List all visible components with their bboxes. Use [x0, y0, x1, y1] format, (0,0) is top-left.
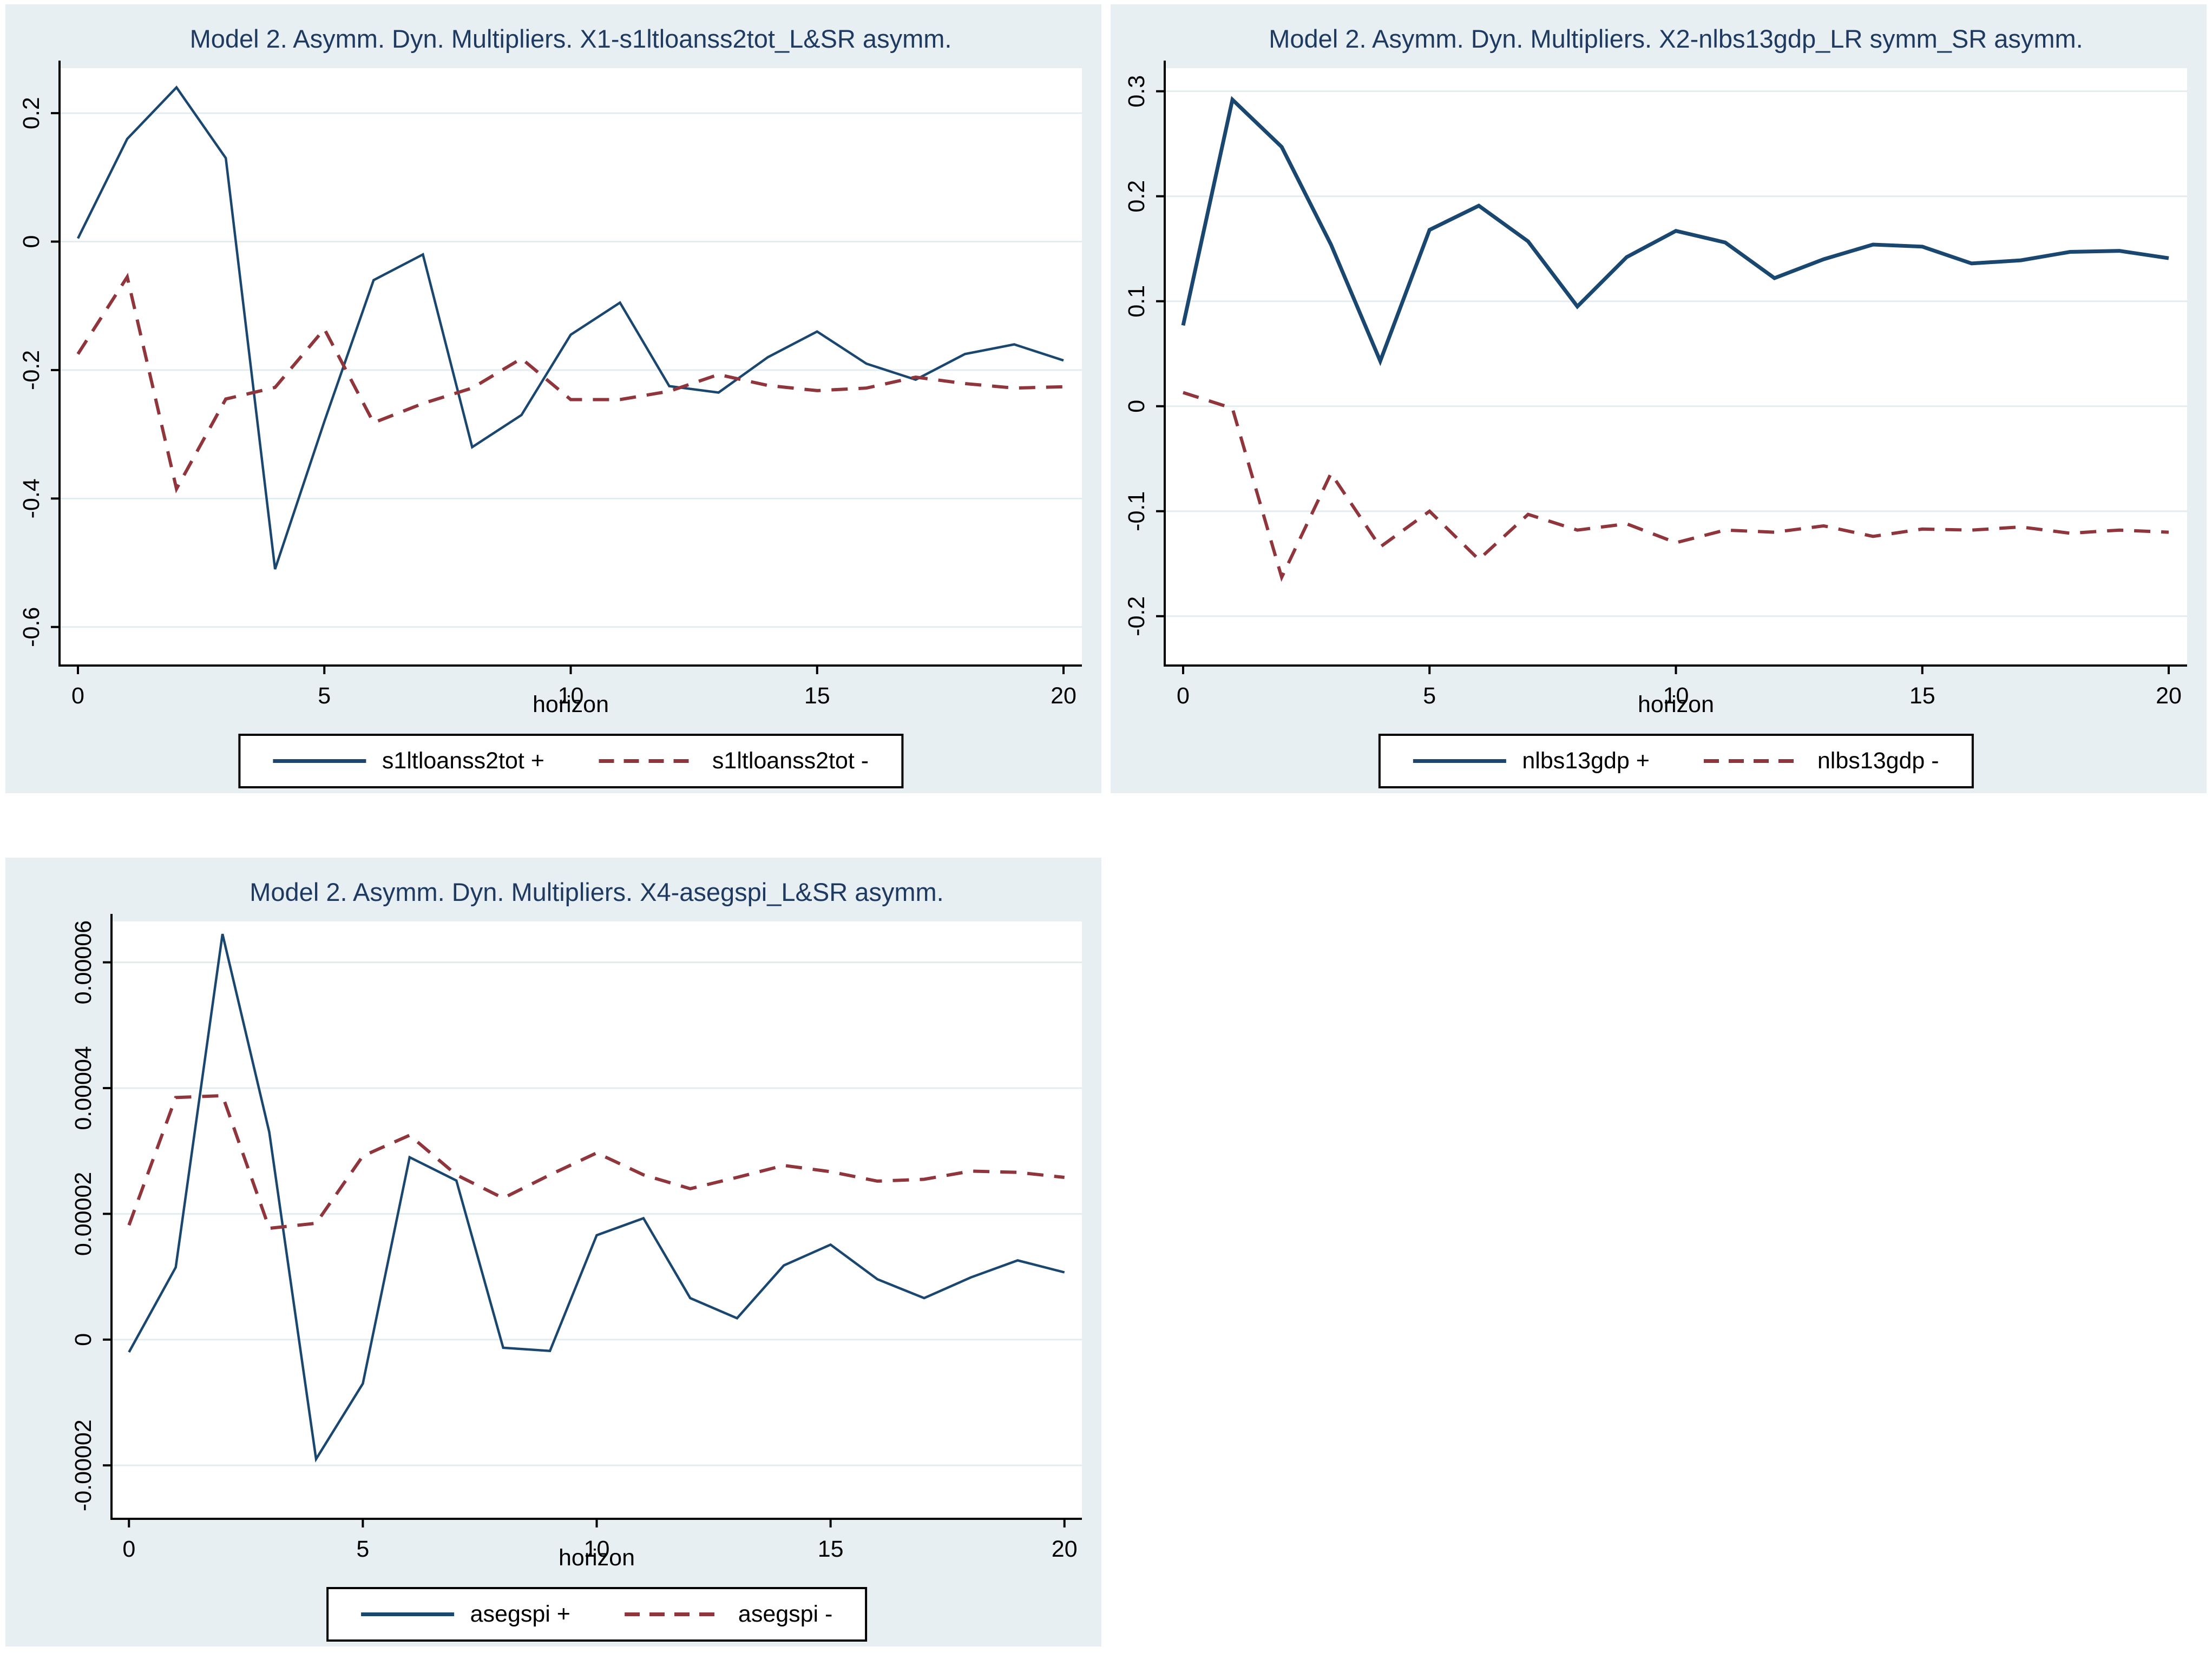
y-tick-label: 0.1	[1124, 285, 1150, 318]
y-tick-label: -0.1	[1124, 491, 1150, 531]
y-tick-label: 0	[1124, 400, 1150, 413]
series-line-positive	[128, 933, 1065, 1463]
x-tick-label: 0	[122, 1536, 135, 1562]
chart-svg: 0.3 0.2 0.1 0 -0.1 -0.2 0 5 10 15 20	[1124, 61, 2187, 709]
y-tick-label: -0.4	[18, 478, 44, 518]
series-line-negative	[127, 1094, 1065, 1230]
series-line-negative	[1183, 391, 2169, 582]
legend: asegspi + asegspi -	[326, 1587, 868, 1642]
y-tick-label: -0.00002	[70, 1419, 96, 1511]
chart-title: Model 2. Asymm. Dyn. Multipliers. X4-ase…	[250, 878, 944, 906]
legend-solid-line-sample	[360, 1612, 454, 1616]
y-tick-label: -0.6	[18, 607, 44, 647]
legend-solid-line-sample	[1413, 759, 1506, 763]
x-tick-label: 15	[1909, 683, 1935, 709]
legend-label-negative: s1ltloanss2tot -	[712, 748, 869, 774]
x-tick-label: 5	[1423, 683, 1436, 709]
y-tick-label: 0	[70, 1333, 96, 1346]
x-axis-label: horizon	[1637, 692, 1715, 717]
line-chart-x2: 0.3 0.2 0.1 0 -0.1 -0.2 0 5 10 15 20	[1111, 4, 2207, 793]
x-tick-label: 20	[1052, 1536, 1078, 1562]
legend-label-positive: s1ltloanss2tot +	[382, 748, 544, 774]
chart-panel-x2: 0.3 0.2 0.1 0 -0.1 -0.2 0 5 10 15 20 Model 2. Asym…	[1111, 4, 2207, 793]
legend-dashed-line-sample	[598, 759, 696, 763]
legend-dashed-line-sample	[1703, 759, 1801, 763]
chart-svg: 0.2 0 -0.2 -0.4 -0.6 0 5 10 15 20	[18, 61, 1082, 709]
y-tick-label: 0.00002	[70, 1172, 96, 1256]
chart-panel-x1: 0.2 0 -0.2 -0.4 -0.6 0 5 10 15 20 Model 2. Asymm.…	[5, 4, 1101, 793]
x-tick-label: 0	[71, 683, 84, 709]
plot-area	[111, 921, 1082, 1519]
y-tick-label: -0.2	[1124, 596, 1150, 636]
legend-label-negative: nlbs13gdp -	[1817, 748, 1939, 774]
plot-area	[1165, 68, 2187, 666]
legend-dashed-line-sample	[624, 1612, 722, 1616]
series-line-positive	[1181, 96, 2169, 366]
y-tick-label: 0.00004	[70, 1046, 96, 1130]
legend: s1ltloanss2tot + s1ltloanss2tot -	[238, 734, 904, 788]
legend-label-negative: asegspi -	[738, 1601, 833, 1627]
chart-svg: 0.00006 0.00004 0.00002 0 -0.00002 0 5 10 15 20	[70, 914, 1082, 1562]
x-tick-label: 10	[584, 1536, 610, 1562]
chart-title: Model 2. Asymm. Dyn. Multipliers. X2-nlb…	[1269, 24, 2083, 53]
x-tick-label: 10	[558, 683, 584, 709]
y-tick-label: 0.3	[1124, 75, 1150, 108]
chart-title: Model 2. Asymm. Dyn. Multipliers. X1-s1l…	[189, 24, 952, 53]
x-tick-label: 0	[1177, 683, 1190, 709]
legend-label-positive: asegspi +	[470, 1601, 570, 1627]
x-tick-label: 5	[318, 683, 331, 709]
y-tick-label: -0.2	[18, 350, 44, 390]
x-axis-label: horizon	[558, 1545, 635, 1571]
series-line-negative	[76, 273, 1064, 493]
legend: nlbs13gdp + nlbs13gdp -	[1378, 734, 1974, 788]
x-tick-label: 15	[804, 683, 830, 709]
y-tick-label: 0.00006	[70, 920, 96, 1004]
line-chart-x4: 0.00006 0.00004 0.00002 0 -0.00002 0 5 10 15 20	[5, 858, 1101, 1647]
x-tick-label: 10	[1663, 683, 1689, 709]
legend-label-positive: nlbs13gdp +	[1522, 748, 1650, 774]
x-tick-label: 20	[1051, 683, 1077, 709]
x-tick-label: 20	[2156, 683, 2182, 709]
y-tick-label: 0.2	[1124, 180, 1150, 213]
x-tick-label: 15	[818, 1536, 844, 1562]
chart-panel-x4: 0.00006 0.00004 0.00002 0 -0.00002 0 5 10 15 20 M…	[5, 858, 1101, 1647]
y-tick-label: 0.2	[18, 97, 44, 129]
y-tick-label: 0	[18, 235, 44, 248]
x-axis-label: horizon	[532, 692, 609, 717]
plot-area	[60, 68, 1082, 666]
line-chart-x1: 0.2 0 -0.2 -0.4 -0.6 0 5 10 15 20	[5, 4, 1101, 793]
series-line-positive	[76, 85, 1064, 570]
legend-solid-line-sample	[272, 759, 366, 763]
x-tick-label: 5	[356, 1536, 369, 1562]
